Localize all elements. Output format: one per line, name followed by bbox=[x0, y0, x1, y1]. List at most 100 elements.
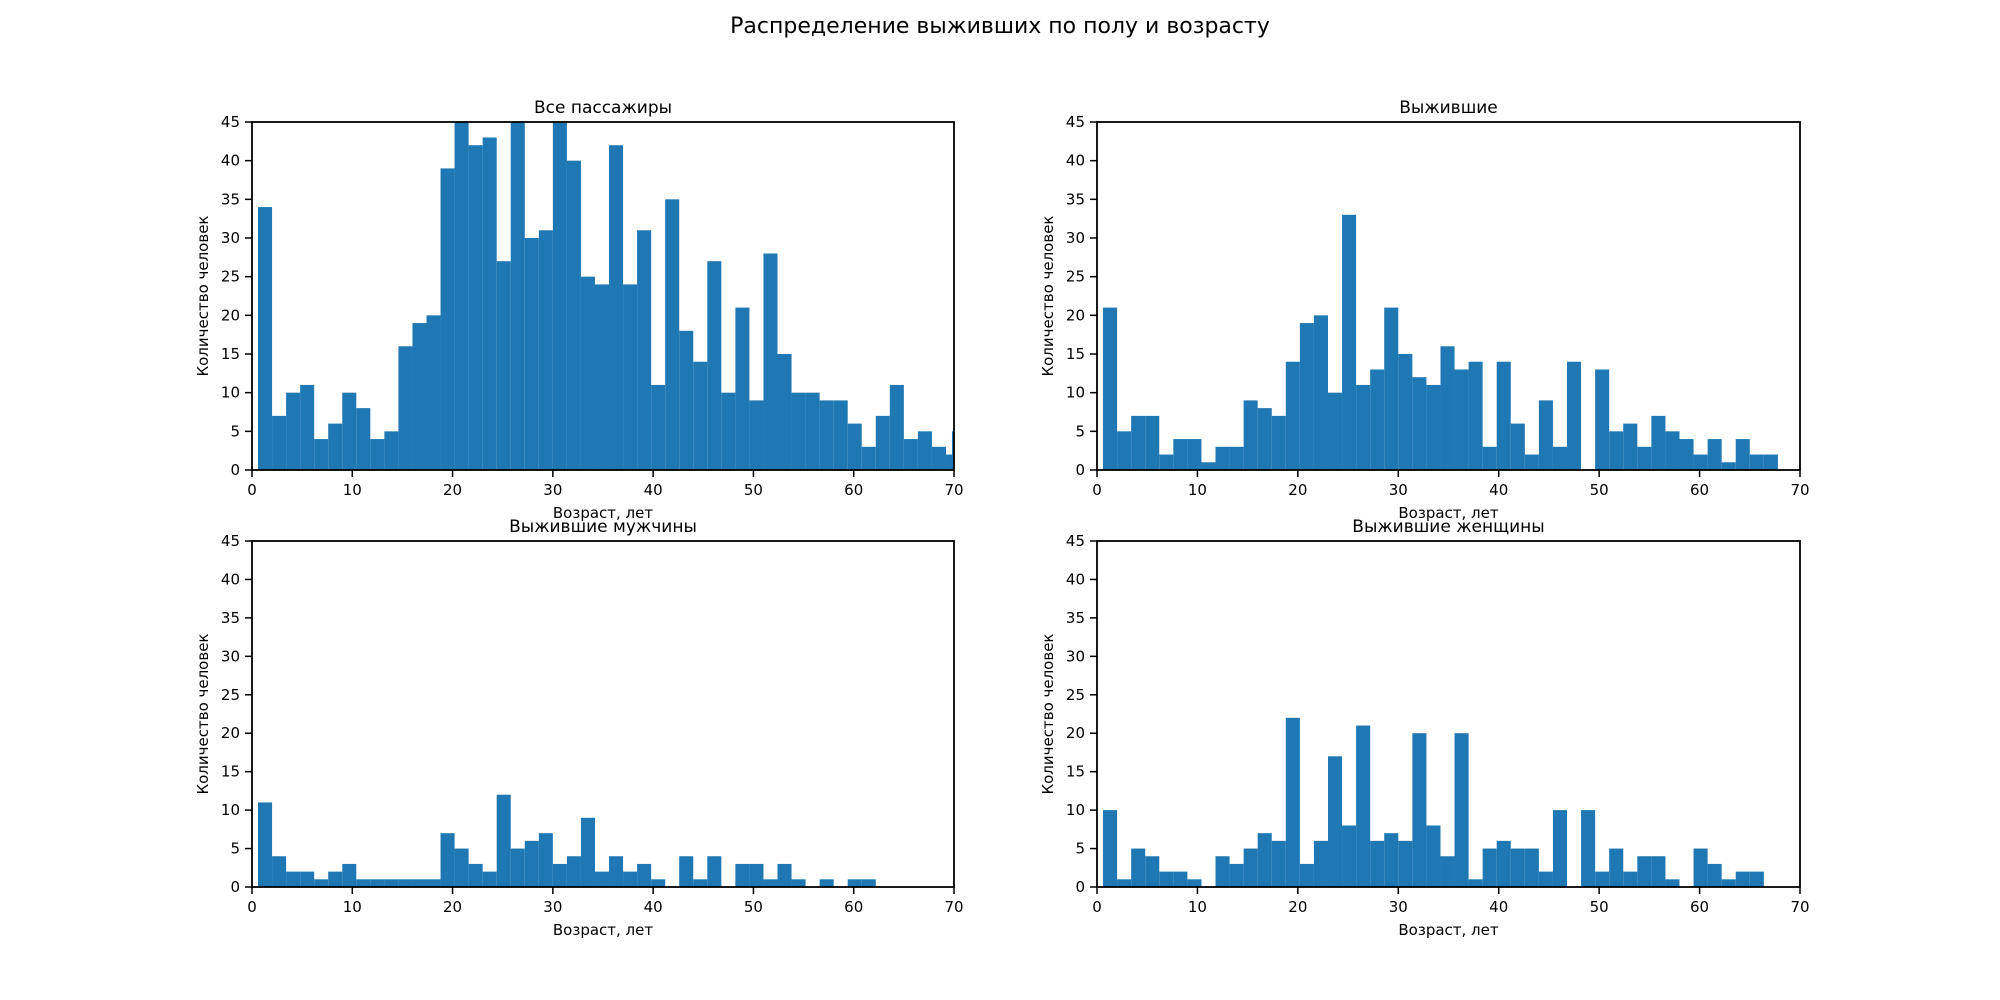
histogram-bar bbox=[1356, 725, 1371, 887]
histogram-bar bbox=[945, 454, 954, 470]
y-tick-label: 45 bbox=[1066, 113, 1085, 131]
histogram-bar bbox=[1637, 856, 1652, 887]
histogram-bar bbox=[580, 817, 595, 887]
histogram-bar bbox=[1271, 840, 1286, 887]
histogram-bar bbox=[805, 392, 820, 470]
histogram-bar bbox=[651, 384, 666, 470]
histogram-bar bbox=[1384, 307, 1399, 470]
histogram-bar bbox=[707, 856, 722, 887]
histogram-bar bbox=[1327, 392, 1343, 470]
histogram-bar bbox=[258, 207, 273, 470]
histogram-bar bbox=[1173, 871, 1188, 887]
histogram-bar bbox=[1595, 871, 1610, 887]
histogram-bar bbox=[791, 392, 806, 470]
histogram-bar bbox=[370, 439, 385, 470]
histogram-bar bbox=[1707, 863, 1722, 887]
y-tick-label: 15 bbox=[1066, 345, 1085, 363]
histogram-bar bbox=[566, 856, 581, 887]
x-tick-label: 60 bbox=[1690, 481, 1709, 499]
histogram-bar bbox=[1159, 871, 1174, 887]
x-tick-label: 30 bbox=[1389, 898, 1408, 916]
histogram-bar bbox=[1693, 848, 1708, 887]
y-tick-label: 0 bbox=[230, 461, 240, 479]
histogram-bar bbox=[1552, 810, 1568, 887]
histogram-bar bbox=[1721, 462, 1736, 470]
histogram-bar bbox=[889, 384, 904, 470]
histogram-bar bbox=[1243, 848, 1258, 887]
histogram-bar bbox=[707, 261, 722, 470]
axes-spines bbox=[251, 540, 955, 888]
histogram-bar bbox=[1496, 840, 1511, 887]
y-tick-label: 10 bbox=[221, 384, 240, 402]
histogram-bar bbox=[917, 431, 932, 470]
x-tick-label: 50 bbox=[1590, 481, 1609, 499]
histogram-bar bbox=[1159, 454, 1174, 470]
histogram-bar bbox=[609, 856, 624, 887]
histogram-bar bbox=[1749, 454, 1764, 470]
histogram-bar bbox=[594, 871, 610, 887]
histogram-bar bbox=[791, 879, 806, 887]
x-tick-label: 10 bbox=[343, 898, 362, 916]
y-tick-label: 10 bbox=[1066, 801, 1085, 819]
histogram-bar bbox=[1370, 369, 1385, 470]
histogram-bar bbox=[1187, 439, 1202, 470]
histogram-bar bbox=[286, 871, 301, 887]
histogram-bar bbox=[1482, 848, 1497, 887]
y-tick-label: 25 bbox=[221, 268, 240, 286]
histogram-bar bbox=[1342, 825, 1357, 887]
x-axis-label: Возраст, лет bbox=[1398, 504, 1498, 522]
histogram-bar bbox=[1229, 863, 1244, 887]
histogram-bar bbox=[1285, 717, 1300, 887]
subplot-title: Выжившие мужчины bbox=[509, 517, 697, 537]
axes-spines bbox=[1096, 540, 1801, 888]
y-tick-label: 15 bbox=[1066, 763, 1085, 781]
histogram-bar bbox=[903, 439, 918, 470]
histogram-bar bbox=[735, 307, 750, 470]
histogram-bar bbox=[510, 848, 525, 887]
x-tick-label: 0 bbox=[247, 898, 257, 916]
histogram-bar bbox=[1412, 377, 1427, 470]
histogram-bar bbox=[440, 833, 455, 887]
y-tick-label: 5 bbox=[230, 422, 240, 440]
histogram-bar bbox=[524, 238, 539, 470]
x-tick-label: 40 bbox=[644, 481, 663, 499]
y-tick-label: 0 bbox=[1075, 461, 1085, 479]
y-tick-label: 45 bbox=[221, 532, 240, 550]
histogram-bar bbox=[496, 261, 511, 470]
histogram-bar bbox=[1510, 848, 1525, 887]
y-tick-label: 30 bbox=[1066, 229, 1085, 247]
x-tick-label: 70 bbox=[1790, 898, 1809, 916]
histogram-bar bbox=[272, 415, 287, 470]
histogram-bar bbox=[847, 879, 862, 887]
histogram-bar bbox=[1440, 856, 1455, 887]
y-tick-label: 40 bbox=[221, 570, 240, 588]
x-axis-label: Возраст, лет bbox=[553, 921, 653, 939]
histogram-bar bbox=[609, 145, 624, 470]
histogram-bar bbox=[342, 392, 357, 470]
x-tick-label: 20 bbox=[443, 898, 462, 916]
histogram-bar bbox=[1215, 446, 1230, 470]
histogram-bar bbox=[314, 879, 329, 887]
histogram-bar bbox=[1637, 446, 1652, 470]
y-tick-label: 40 bbox=[1066, 152, 1085, 170]
figure-title: Распределение выживших по полу и возраст… bbox=[730, 14, 1270, 39]
x-tick-label: 10 bbox=[1188, 481, 1207, 499]
histogram-bar bbox=[412, 323, 427, 470]
histogram-bar bbox=[1103, 307, 1118, 470]
x-tick-label: 10 bbox=[343, 481, 362, 499]
x-tick-label: 20 bbox=[1288, 481, 1307, 499]
histogram-bar bbox=[1215, 856, 1230, 887]
histogram-bar bbox=[693, 361, 708, 470]
histogram-bar bbox=[1201, 462, 1216, 470]
histogram-bar bbox=[1482, 446, 1497, 470]
histogram-bar bbox=[468, 863, 483, 887]
histogram-bar bbox=[1117, 431, 1132, 470]
histogram-bar bbox=[1651, 415, 1666, 470]
histogram-bar bbox=[833, 400, 848, 470]
histogram-bar bbox=[468, 145, 483, 470]
histogram-bar bbox=[693, 879, 708, 887]
y-axis-label: Количество человек bbox=[1039, 633, 1057, 794]
histogram-bar bbox=[1271, 415, 1286, 470]
histogram-bar bbox=[1735, 871, 1750, 887]
histogram-bar bbox=[1763, 454, 1778, 470]
